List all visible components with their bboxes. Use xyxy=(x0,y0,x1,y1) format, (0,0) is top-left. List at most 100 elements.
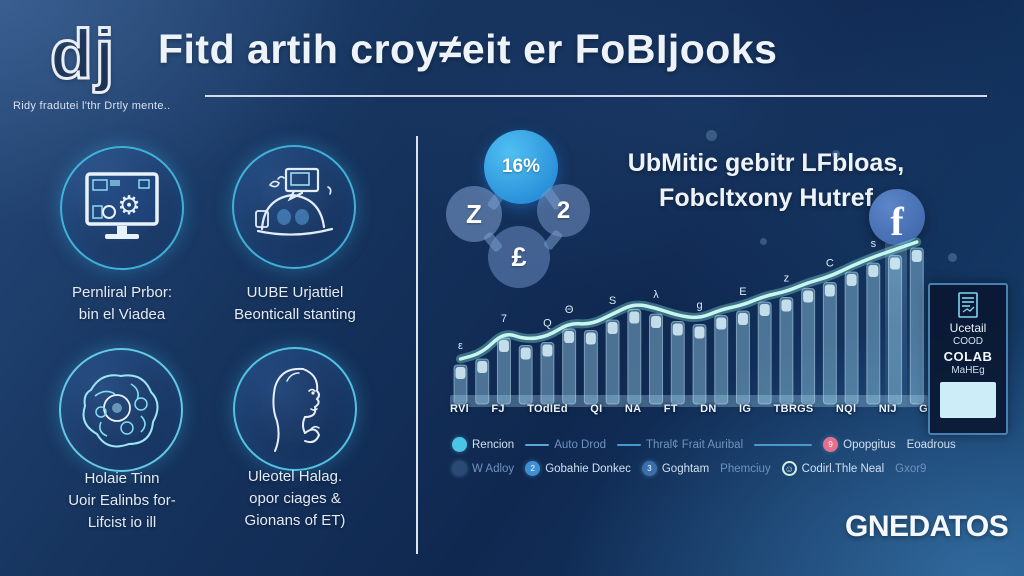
legend-line-swatch xyxy=(616,443,641,446)
chart-legend-row-2: W Adloy 2 Gobahie Donkec 3 Goghtam Phemciuy ☺ C… xyxy=(452,461,938,476)
chart-bar-cap xyxy=(477,361,488,373)
chart-point-label: C xyxy=(826,258,834,270)
document-icon xyxy=(958,292,978,318)
chart-bar-cap xyxy=(542,344,553,357)
chart-point-label: s xyxy=(871,238,877,250)
watermark-logo: GNEDATOS xyxy=(845,510,1009,543)
chart-bar xyxy=(757,301,772,405)
legend-label: Rencion xyxy=(472,438,515,451)
legend-dot-swatch: 2 xyxy=(525,461,541,476)
chart-point-label: 7 xyxy=(501,313,507,325)
chart-bar xyxy=(562,328,577,405)
chart-legend-row-1: Rencion Auto Drod Thral¢ Frait Auribal 9 Opo… xyxy=(452,437,956,452)
feature-label-2: UUBE Urjattiel Beonticall stanting xyxy=(234,284,356,323)
legend-label: Auto Drod xyxy=(554,438,606,451)
chart-bar xyxy=(540,342,555,405)
legend-label: Phemciuy xyxy=(720,462,771,475)
face-profile-icon xyxy=(272,367,321,452)
side-panel-line: Ucetail xyxy=(949,321,987,335)
legend-item: ☺ Codirl.Thle Neal xyxy=(781,461,885,476)
cells-network-icon xyxy=(82,374,159,448)
chart-bar xyxy=(583,330,598,405)
facebook-icon: f xyxy=(869,189,925,245)
x-axis-label: G xyxy=(919,403,928,415)
x-axis-label: DN xyxy=(700,403,717,415)
chart-bar-cap xyxy=(868,265,879,277)
chart-point-label: λ xyxy=(653,289,659,301)
chart-bar xyxy=(692,324,707,405)
page-title: Fitd artih croy≠eit er FoBIjooks xyxy=(158,26,778,72)
chart-bar-cap xyxy=(629,311,640,324)
monitor-gear-icon: ⚙ xyxy=(85,172,159,239)
x-axis-label: FJ xyxy=(491,403,505,415)
legend-item: Gxor9 xyxy=(895,463,926,475)
legend-dot-swatch xyxy=(452,437,467,452)
chart-bar-cap xyxy=(564,331,575,343)
chart-bar-cap xyxy=(803,290,814,303)
chart-bar xyxy=(779,297,794,405)
chart-bar-cap xyxy=(846,274,857,286)
particle-dot xyxy=(760,238,767,245)
legend-label: Gobahie Donkec xyxy=(545,462,631,475)
side-panel-line: MaHEg xyxy=(951,365,985,376)
chart-bar xyxy=(670,321,685,405)
chart-bar xyxy=(735,310,750,405)
chart-point-label: Θ xyxy=(565,304,574,316)
legend-item: 2 Gobahie Donkec xyxy=(525,461,631,476)
legend-label: Thral¢ Frait Auribal xyxy=(645,438,744,451)
feature-label-3: Holaie Tinn Uoir Ealinbs for- Lifcist io… xyxy=(68,470,176,531)
cluster-node-right: 2 xyxy=(537,184,590,237)
side-info-panel: Ucetail COOD COLAB MaHEg xyxy=(928,283,1008,435)
title-underline xyxy=(205,95,987,97)
feature-label-4: Uleotel Halag. opor ciages & Gionans of … xyxy=(244,468,346,529)
chart-bar-cap xyxy=(585,332,596,345)
x-axis-label: FT xyxy=(663,403,678,415)
chart-bar-cap xyxy=(651,316,662,328)
chart-point-label: Q xyxy=(543,318,552,330)
legend-ring-swatch: ☺ xyxy=(781,461,797,476)
x-axis-label: NQl xyxy=(835,403,857,415)
chart-bar-cap xyxy=(890,257,901,270)
feature-circle-3 xyxy=(59,348,183,472)
particle-dot xyxy=(948,253,957,262)
chart-bar-cap xyxy=(759,304,770,316)
legend-item: W Adloy xyxy=(452,461,514,476)
x-axis-label: IG xyxy=(738,403,752,415)
x-axis-label: QI xyxy=(590,403,603,415)
chart-bar xyxy=(649,313,664,405)
chart-bar xyxy=(888,255,903,405)
chart-bar-cap xyxy=(694,326,705,339)
chart-bar xyxy=(801,288,816,405)
legend-dot-swatch: 9 xyxy=(823,437,839,452)
bar-line-chart: ε 7 Q Θ S λ g Ez Cs xyxy=(450,237,928,407)
feature-circle-4 xyxy=(233,347,357,471)
particle-dot xyxy=(832,150,840,158)
cluster-node-bottom: £ xyxy=(488,226,550,288)
chart-bar-cap xyxy=(455,367,466,379)
chart-bar xyxy=(714,315,729,405)
sketch-vehicle-icon xyxy=(255,167,334,236)
chart-bar-cap xyxy=(781,299,792,312)
x-axis-label: NA xyxy=(624,403,642,415)
legend-label: Codirl.Thle Neal xyxy=(801,462,885,475)
chart-point-label: ε xyxy=(458,340,463,352)
feature-circle-2 xyxy=(232,145,356,269)
chart-bar-cap xyxy=(737,313,748,325)
legend-label: W Adloy xyxy=(472,462,515,475)
side-panel-line: COLAB xyxy=(943,349,993,364)
chart-bar-cap xyxy=(672,323,683,336)
legend-line-swatch xyxy=(525,443,550,446)
feature-label-1: Pernliral Prbor: bin el Viadea xyxy=(71,284,173,323)
x-axis-label: TBRGS xyxy=(773,403,814,415)
legend-label: Eoadrous xyxy=(906,438,956,451)
legend-item: Auto Drod xyxy=(525,439,606,451)
x-axis-label: RVl xyxy=(450,403,470,415)
feature-circle-1: ⚙ xyxy=(60,146,184,270)
vertical-divider xyxy=(416,136,418,554)
chart-bar xyxy=(866,262,881,405)
legend-item: Phemciuy xyxy=(720,463,771,475)
legend-item xyxy=(754,443,813,446)
legend-label: Gxor9 xyxy=(895,462,927,475)
brand-tagline: Ridy fradutei l'thr Drtly mente.. xyxy=(13,100,171,112)
